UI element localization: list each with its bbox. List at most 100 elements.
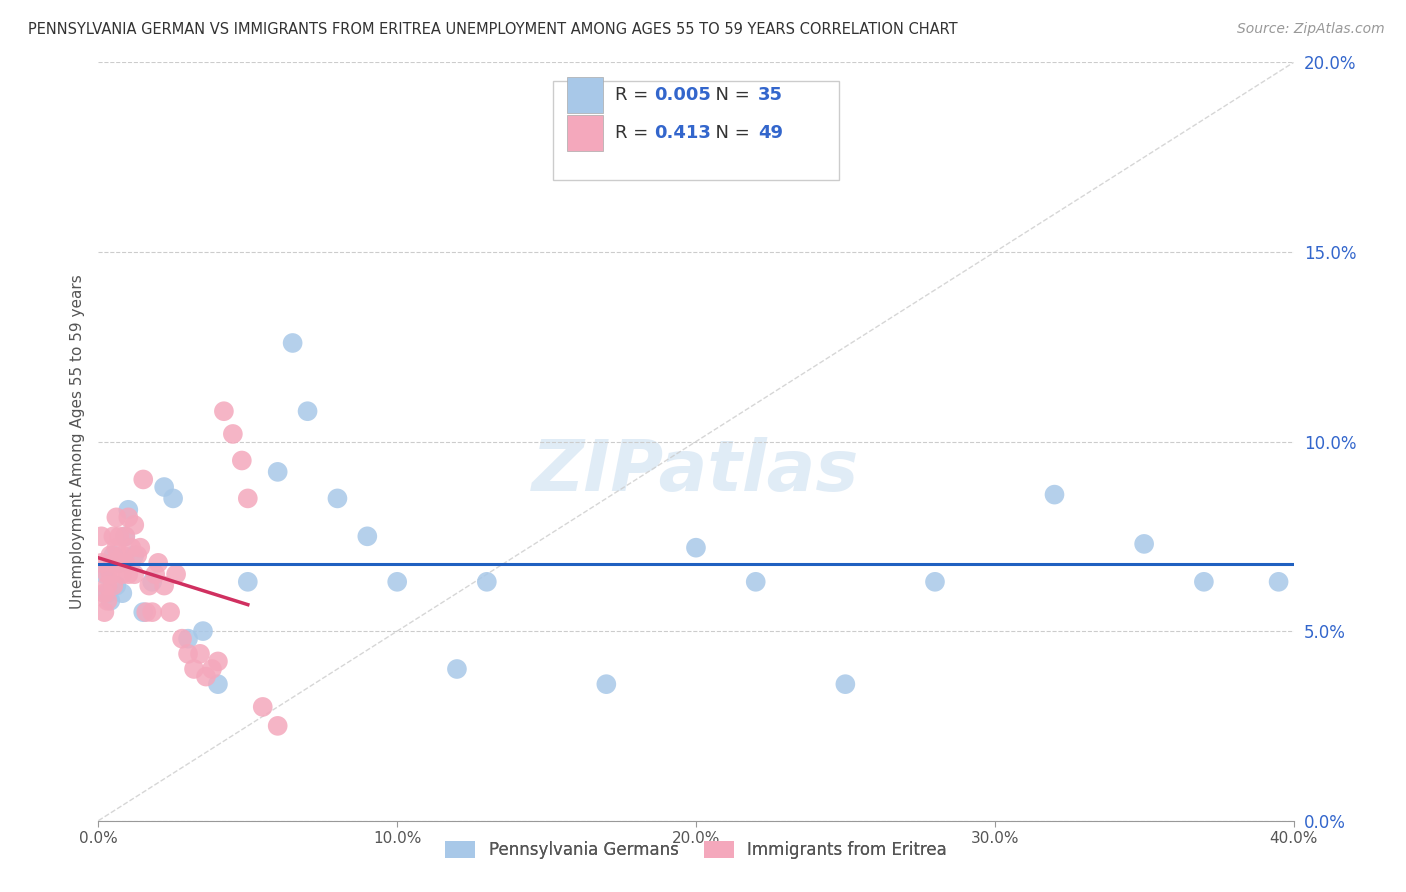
Point [129,541,152,555]
Text: N =: N = [704,86,756,104]
Point [135,605,157,619]
Point [138,579,160,593]
Point [117,567,139,582]
Text: 49: 49 [758,124,783,142]
Text: Source: ZipAtlas.com: Source: ZipAtlas.com [1237,22,1385,37]
Text: 35: 35 [758,86,783,104]
Point [132,605,155,619]
Point [132,473,155,487]
Point [98,548,122,563]
Point [231,453,253,467]
Point [207,655,229,669]
Point [183,662,205,676]
Text: PENNSYLVANIA GERMAN VS IMMIGRANTS FROM ERITREA UNEMPLOYMENT AMONG AGES 55 TO 59 : PENNSYLVANIA GERMAN VS IMMIGRANTS FROM E… [28,22,957,37]
Point [297,404,319,418]
Point [117,503,139,517]
Point [326,491,349,506]
Point [141,605,163,619]
Point [222,427,245,442]
Point [93,605,115,619]
FancyBboxPatch shape [567,115,603,151]
Point [924,574,946,589]
Point [281,336,304,351]
Point [127,548,149,563]
Y-axis label: Unemployment Among Ages 55 to 59 years: Unemployment Among Ages 55 to 59 years [69,274,84,609]
Point [90,529,112,543]
Point [93,567,115,582]
Point [114,529,136,543]
Point [111,548,134,563]
Point [120,541,142,555]
Point [103,556,125,570]
Point [103,548,125,563]
Point [96,594,118,608]
Point [267,465,290,479]
Point [148,556,170,570]
Point [195,669,218,684]
Text: R =: R = [614,124,654,142]
Point [475,574,498,589]
Point [124,567,146,582]
FancyBboxPatch shape [567,77,603,113]
Point [236,574,259,589]
Point [96,586,118,600]
Text: 0.005: 0.005 [654,86,711,104]
Point [96,579,118,593]
Point [252,699,274,714]
Point [98,567,122,582]
Point [177,632,200,646]
Point [105,579,128,593]
Legend: Pennsylvania Germans, Immigrants from Eritrea: Pennsylvania Germans, Immigrants from Er… [439,834,953,865]
Text: N =: N = [704,124,756,142]
Point [98,594,122,608]
Point [1043,488,1066,502]
Point [124,517,146,532]
Point [114,529,136,543]
Point [117,510,139,524]
Point [834,677,856,691]
FancyBboxPatch shape [553,81,839,180]
Point [105,510,128,524]
Point [108,556,131,570]
Point [114,556,136,570]
Point [685,541,707,555]
Point [356,529,378,543]
Point [93,586,115,600]
Point [153,579,176,593]
Point [236,491,259,506]
Point [108,556,131,570]
Text: ZIPatlas: ZIPatlas [533,437,859,507]
Point [90,556,112,570]
Point [162,491,184,506]
Point [111,567,134,582]
Point [103,529,125,543]
Point [201,662,224,676]
Point [212,404,235,418]
Point [446,662,468,676]
Point [153,480,176,494]
Point [124,548,146,563]
Point [141,574,163,589]
Point [188,647,211,661]
Point [385,574,409,589]
Point [745,574,768,589]
Point [103,579,125,593]
Point [143,567,166,582]
Point [595,677,617,691]
Point [96,567,118,582]
Text: 0.413: 0.413 [654,124,711,142]
Point [191,624,214,639]
Point [108,529,131,543]
Point [111,586,134,600]
Point [177,647,200,661]
Point [267,719,290,733]
Point [159,605,181,619]
Point [1192,574,1215,589]
Point [1267,574,1289,589]
Point [172,632,194,646]
Point [105,541,128,555]
Text: R =: R = [614,86,654,104]
Point [165,567,187,582]
Point [1133,537,1156,551]
Point [207,677,229,691]
